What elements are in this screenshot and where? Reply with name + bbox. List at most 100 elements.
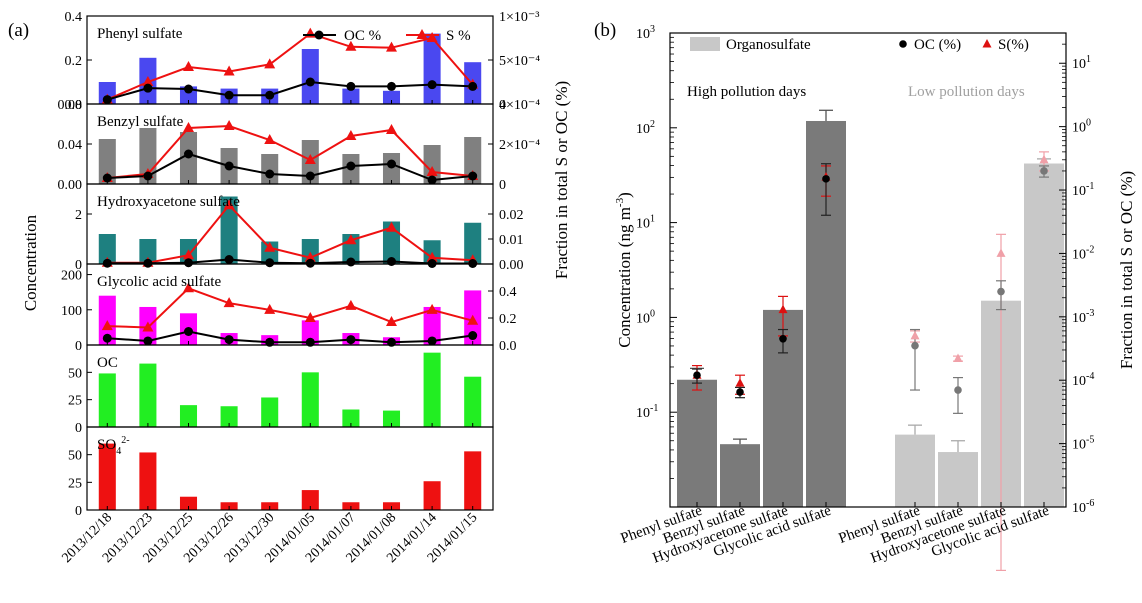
group-label-low: Low pollution days <box>908 84 1025 100</box>
s-point <box>142 76 154 86</box>
y2-tick-label: 0.02 <box>499 208 524 223</box>
s-point <box>264 58 276 69</box>
s-point <box>953 353 963 363</box>
y2-tick-label: 0.00 <box>499 258 524 273</box>
bar <box>98 234 116 264</box>
bar <box>464 451 482 510</box>
oc-point <box>184 327 193 336</box>
oc-point <box>143 171 153 181</box>
y-tick-label: 10-1 <box>636 403 658 421</box>
bar <box>464 137 482 184</box>
legend-s-label: S % <box>446 28 471 44</box>
s-point <box>910 330 920 340</box>
y2-tick-label: 101 <box>1072 54 1091 72</box>
y-tick-label: 101 <box>636 214 655 232</box>
y-tick-label: 0 <box>75 339 82 354</box>
bar <box>342 88 360 104</box>
s-point <box>264 241 276 252</box>
s-point <box>426 251 438 262</box>
s-point <box>101 320 113 331</box>
oc-point <box>265 169 275 179</box>
y2-tick-label: 10-2 <box>1072 244 1094 262</box>
oc-point <box>224 335 234 345</box>
s-point <box>183 61 194 72</box>
bar <box>139 239 157 264</box>
s-point <box>223 65 235 76</box>
y-tick-label: 100 <box>636 308 655 326</box>
oc-point <box>102 173 112 183</box>
legend-organosulfate-swatch <box>690 37 720 51</box>
subplot-5: 0 25 50 SO42- <box>68 426 494 519</box>
oc-point <box>224 90 234 100</box>
y2-tick-label: 0.01 <box>499 233 524 248</box>
bar <box>464 222 482 264</box>
s-point <box>304 312 316 322</box>
y2-tick-label: 0.0 <box>499 339 517 354</box>
y-tick-label: 0.4 <box>65 10 83 25</box>
oc-point <box>346 161 356 171</box>
s-point <box>345 130 357 140</box>
y-tick-label: 0 <box>75 421 82 436</box>
bar <box>938 452 978 507</box>
legend-oc-marker <box>314 30 324 40</box>
s-point <box>1039 154 1049 164</box>
y-axis-title: Concentration (ng m-3) <box>614 192 634 348</box>
oc-point <box>305 77 315 87</box>
bar <box>98 373 116 427</box>
legend-s-marker <box>416 29 428 39</box>
bar <box>301 49 319 104</box>
y-axis-title: Concentration <box>21 214 40 311</box>
s-series-line <box>107 203 473 264</box>
y2-tick-label: 10-6 <box>1072 498 1094 516</box>
bar <box>720 444 760 507</box>
oc-point <box>468 171 478 181</box>
oc-point <box>184 149 193 159</box>
bar <box>220 406 238 427</box>
oc-point <box>143 83 153 93</box>
y2-tick-label: 10-4 <box>1072 371 1094 389</box>
s-point <box>142 321 154 332</box>
s-point <box>426 303 438 314</box>
bar <box>677 379 717 507</box>
oc-point <box>346 335 356 345</box>
oc-point <box>346 257 356 267</box>
s-point <box>223 120 235 130</box>
bar <box>179 405 198 427</box>
oc-point <box>102 95 112 105</box>
oc-point <box>143 258 153 268</box>
bar <box>179 496 198 510</box>
s-point <box>386 124 397 134</box>
y2-tick-label: 10-1 <box>1072 181 1094 199</box>
panel-a-legend: OC % S % <box>303 28 471 44</box>
legend-s-marker <box>982 39 992 48</box>
s-point <box>426 32 438 42</box>
legend-organosulfate-label: Organosulfate <box>726 37 811 53</box>
s-point <box>778 304 788 314</box>
oc-series-line <box>107 80 473 101</box>
y2-tick-label: 0.4 <box>499 285 517 300</box>
bar <box>423 306 441 345</box>
oc-point <box>736 388 744 396</box>
bar <box>261 397 279 427</box>
y2-tick-label: 4×10⁻⁴ <box>499 98 540 113</box>
y-tick-label: 25 <box>68 394 82 409</box>
y-tick-label: 102 <box>636 119 655 137</box>
subplot-title: Glycolic acid sulfate <box>97 274 221 290</box>
s-point <box>223 199 235 210</box>
oc-series-line <box>107 152 473 182</box>
panel-b-frame <box>669 32 1067 508</box>
oc-point <box>693 371 701 379</box>
s-point <box>735 378 745 387</box>
oc-point <box>102 333 112 343</box>
s-point <box>223 297 235 308</box>
y-tick-label: 50 <box>68 366 82 381</box>
oc-point <box>305 171 315 181</box>
bar <box>301 239 319 264</box>
y2-axis-title: Fraction in total S or OC (%) <box>1117 171 1136 369</box>
legend-oc-label: OC (%) <box>914 37 961 53</box>
bar <box>301 490 319 510</box>
y-tick-label: 0.2 <box>65 54 83 69</box>
